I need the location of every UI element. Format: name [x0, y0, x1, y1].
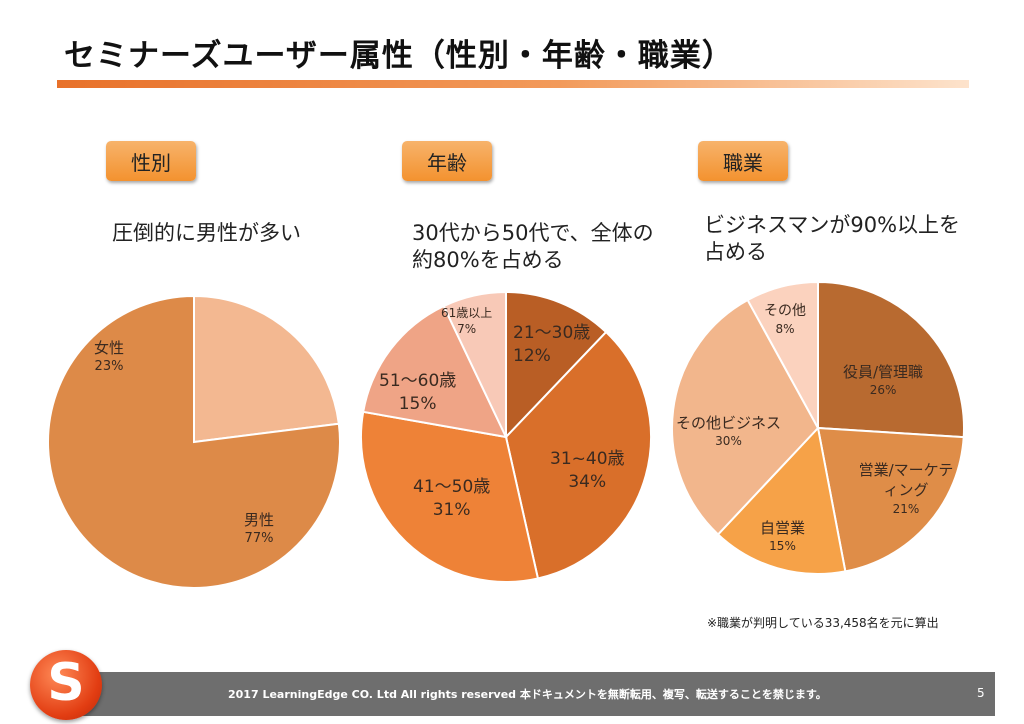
slice-name: その他 [764, 303, 806, 319]
slice-name: 男性 [244, 511, 275, 529]
pie-label: 51～60歳 15% [379, 370, 456, 416]
occupation-description: ビジネスマンが90%以上を占める [704, 213, 961, 264]
pie-slice [442, 290, 507, 438]
slice-value: 77% [244, 531, 274, 547]
pie-label: その他ビジネス 30% [676, 413, 781, 449]
footnote: ※職業が判明している33,458名を元に算出 [707, 616, 939, 630]
pie-slice [362, 304, 508, 439]
slice-name: 自営業 [760, 519, 806, 537]
pie-label: 男性 77% [244, 510, 274, 548]
page-title: セミナーズユーザー属性（性別・年齢・職業） [64, 38, 734, 74]
pie-slice [817, 280, 965, 439]
slice-name: 21～30歳 [513, 323, 591, 343]
title-underline [57, 80, 969, 88]
gender-tag: 性別 [106, 141, 196, 181]
pie-slice [193, 294, 340, 444]
gender-pie [47, 294, 341, 589]
pie-slice [505, 290, 608, 440]
pie-slice [746, 280, 819, 429]
slice-value: 15% [398, 393, 437, 414]
slice-value: 12% [513, 345, 551, 366]
slice-value: 30% [715, 434, 742, 449]
slice-value: 7% [457, 322, 477, 337]
slice-value: 8% [775, 321, 795, 336]
pie-slice [504, 330, 652, 580]
slice-name: 41～50歳 [413, 477, 491, 497]
slice-value: 31% [432, 499, 471, 520]
slice-name: 営業/マーケティング [858, 461, 954, 500]
pie-label: 役員/管理職 26% [843, 362, 923, 398]
slice-value: 15% [769, 539, 796, 554]
pie-slice [716, 425, 847, 575]
slice-name: その他ビジネス [676, 414, 782, 432]
slice-value: 34% [568, 471, 607, 492]
age-pie [360, 290, 652, 583]
slice-name: 女性 [94, 339, 125, 357]
slice-name: 61歳以上 [441, 306, 493, 320]
slice-name: 役員/管理職 [843, 363, 924, 381]
occupation-tag: 職業 [698, 141, 788, 181]
age-tag: 年齢 [402, 141, 492, 181]
pie-label: 31~40歳 34% [550, 448, 625, 494]
occupation-pie [671, 280, 965, 575]
slice-value: 23% [94, 359, 124, 375]
gender-description: 圧倒的に男性が多い [112, 221, 301, 245]
slice-value: 26% [869, 383, 897, 398]
copyright-text: 2017 LearningEdge CO. Ltd All rights res… [228, 688, 827, 701]
pie-slice [47, 294, 341, 589]
pie-label: その他 8% [764, 302, 806, 337]
pie-label: 営業/マーケティング 21% [856, 460, 956, 517]
pie-label: 女性 23% [94, 338, 124, 376]
slice-name: 51～60歳 [379, 371, 457, 391]
pie-slice [360, 410, 540, 583]
slice-name: 31~40歳 [550, 449, 625, 469]
footer-bar [57, 672, 995, 716]
logo-letter: S [47, 653, 85, 713]
pie-label: 61歳以上 7% [441, 305, 492, 337]
age-description: 30代から50代で、全体の約80%を占める [412, 221, 654, 272]
pie-slice [816, 426, 965, 573]
slice-value: 21% [892, 501, 920, 516]
company-logo: S [30, 650, 102, 720]
pie-slice [671, 298, 820, 536]
page-number: 5 [977, 686, 985, 700]
pie-label: 41～50歳 31% [413, 476, 490, 522]
pie-label: 21～30歳 12% [513, 322, 590, 368]
pie-label: 自営業 15% [760, 518, 805, 554]
